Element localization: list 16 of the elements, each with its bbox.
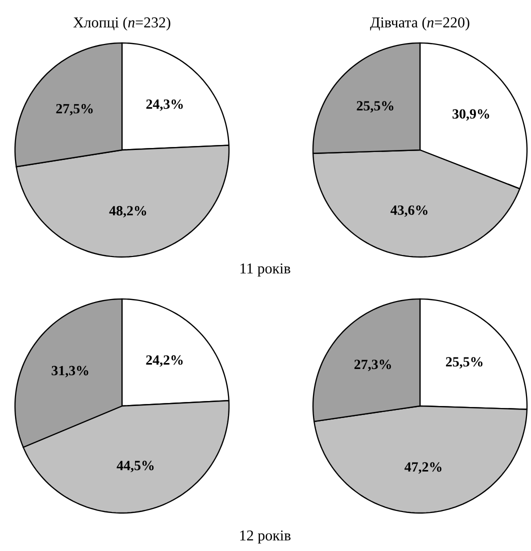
data-label: 48,2% [109, 206, 146, 218]
data-label: 25,5% [356, 101, 394, 113]
data-label: 47,2% [404, 462, 442, 474]
data-label: 25,5% [446, 357, 482, 369]
data-label: 24,3% [146, 99, 183, 111]
data-label: 30,9% [452, 109, 490, 121]
text: 12 років [240, 530, 291, 544]
data-label: 43,6% [390, 205, 428, 217]
chart-title: Дівчата (n=220) [370, 16, 470, 31]
data-label: 44,5% [116, 460, 154, 472]
data-label: 27,3% [354, 360, 391, 372]
chart-title: Хлопці (n=232) [73, 16, 170, 31]
text: 11 років [240, 263, 290, 277]
data-label: 24,2% [146, 355, 183, 367]
data-label: 27,5% [56, 104, 93, 116]
data-label: 31,3% [52, 366, 88, 378]
